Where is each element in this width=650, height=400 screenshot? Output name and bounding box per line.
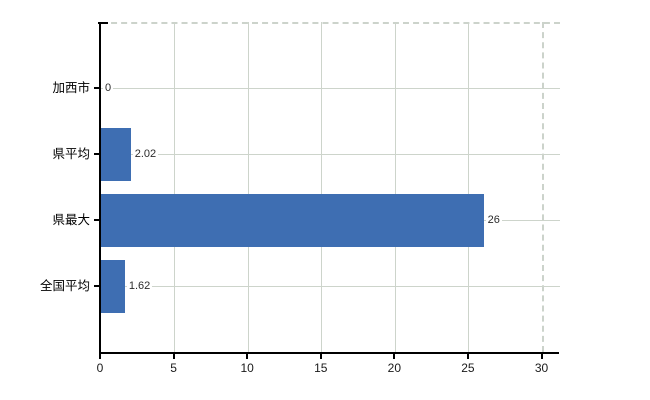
value-label-0: 0 [103,81,114,95]
x-tick-label-25: 25 [461,361,475,375]
x-tick-label-20: 20 [387,361,401,375]
gridline-x-25 [468,22,470,352]
value-label-1: 2.02 [132,147,159,161]
x-tick-25 [466,354,469,359]
value-label-3: 1.62 [126,279,153,293]
category-label-0: 加西市 [52,81,90,95]
y-tick-3 [94,285,101,287]
plot-top-border [101,22,560,24]
gridline-x-5 [174,22,176,352]
x-tick-label-30: 30 [534,361,549,375]
x-tick-label-5: 5 [170,361,177,375]
value-label-2: 26 [485,213,502,227]
x-tick-0 [99,354,101,359]
bar-row-3 [101,259,125,313]
x-tick-30 [540,354,543,359]
bar-row-2 [101,193,484,247]
x-tick-10 [246,354,249,359]
category-label-2: 県最大 [52,213,90,227]
gridline-x-20 [394,22,396,352]
y-tick-2 [94,219,101,221]
row-gridline-1 [101,153,560,155]
x-tick-label-10: 10 [240,361,254,375]
gridline-x-10 [247,22,249,352]
y-tick-0 [94,87,101,89]
x-tick-5 [172,354,175,359]
category-label-1: 県平均 [52,147,90,161]
x-tick-label-15: 15 [314,361,328,375]
category-label-3: 全国平均 [39,279,90,293]
y-tick-1 [94,153,101,155]
row-gridline-3 [101,285,560,287]
x-tick-15 [319,354,322,359]
gridline-x-30 [542,22,544,352]
row-gridline-0 [101,87,560,89]
y-axis-top-cap [98,22,108,24]
x-axis [99,352,559,354]
x-tick-20 [393,354,396,359]
x-tick-label-0: 0 [96,361,104,375]
gridline-x-15 [321,22,323,352]
bar-row-1 [101,127,131,181]
y-axis [99,22,101,354]
